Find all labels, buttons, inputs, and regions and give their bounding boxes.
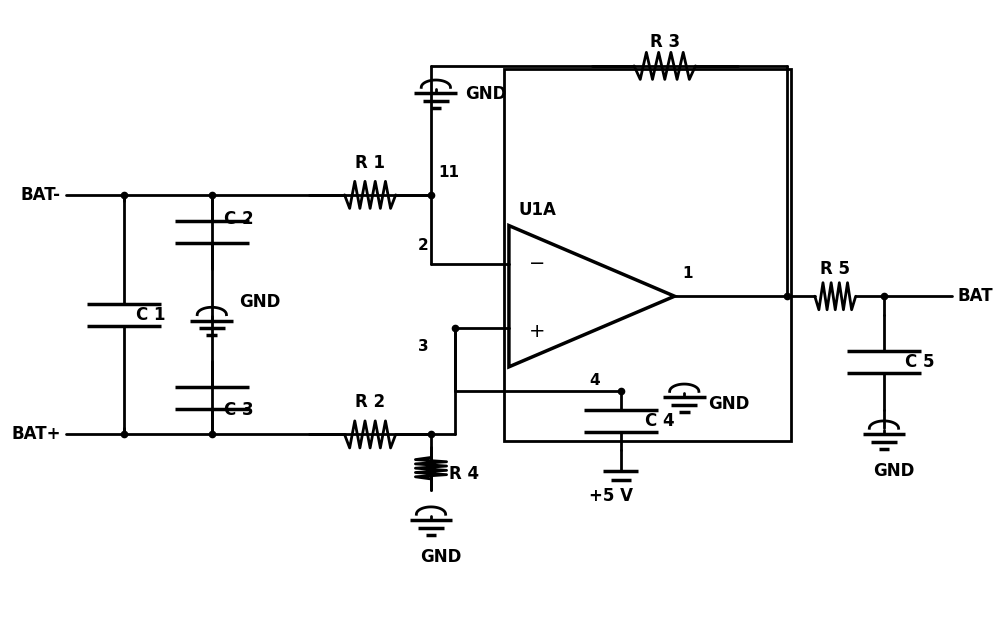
Text: U1A: U1A xyxy=(519,201,557,220)
Text: 11: 11 xyxy=(439,165,460,180)
Text: C 2: C 2 xyxy=(224,210,253,228)
Text: C 5: C 5 xyxy=(905,354,935,371)
Text: BAT+: BAT+ xyxy=(11,425,61,444)
Text: 1: 1 xyxy=(682,266,693,281)
Text: $+$: $+$ xyxy=(528,321,544,341)
Text: C 4: C 4 xyxy=(645,412,675,429)
Text: R 4: R 4 xyxy=(449,465,479,483)
Text: R 3: R 3 xyxy=(650,33,680,51)
Text: 4: 4 xyxy=(589,373,600,388)
Text: +5 V: +5 V xyxy=(589,487,633,505)
Text: $-$: $-$ xyxy=(528,252,544,271)
Text: GND: GND xyxy=(465,85,506,102)
Text: GND: GND xyxy=(239,293,280,312)
Text: 3: 3 xyxy=(418,339,429,354)
Text: 2: 2 xyxy=(418,238,429,254)
Text: C 1: C 1 xyxy=(136,305,165,324)
Text: BAT: BAT xyxy=(957,288,993,305)
Text: GND: GND xyxy=(420,548,461,566)
Text: GND: GND xyxy=(873,462,914,480)
Text: R 2: R 2 xyxy=(355,393,385,411)
Text: R 1: R 1 xyxy=(355,154,385,172)
Text: R 5: R 5 xyxy=(820,260,850,278)
Text: BAT-: BAT- xyxy=(21,186,61,204)
Text: GND: GND xyxy=(709,395,750,413)
Text: C 3: C 3 xyxy=(224,401,253,419)
Bar xyxy=(504,69,791,441)
